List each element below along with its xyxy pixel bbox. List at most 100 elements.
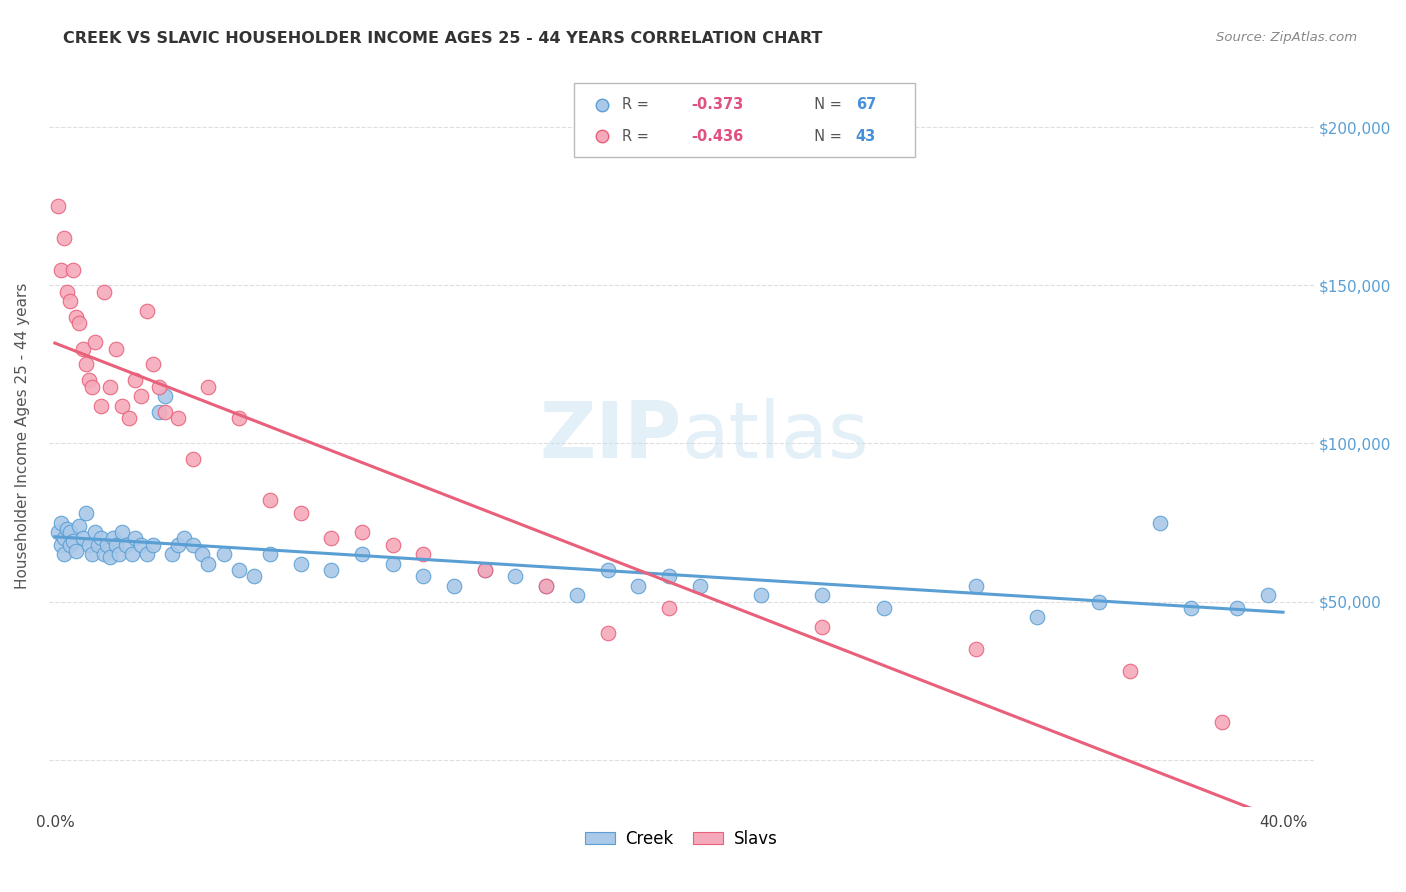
Point [96, 538, 118, 552]
Point [243, 569, 266, 583]
Point [53, 547, 76, 561]
Point [121, 547, 143, 561]
Point [114, 538, 136, 552]
Point [117, 411, 139, 425]
Text: -0.373: -0.373 [692, 97, 744, 112]
Point [259, 493, 281, 508]
Point [148, 379, 170, 393]
Point [111, 399, 134, 413]
Text: N =: N = [806, 128, 846, 144]
Point [105, 342, 128, 356]
Point [155, 389, 177, 403]
Point [290, 506, 312, 520]
Point [111, 524, 134, 539]
Point [49, 516, 72, 530]
Point [596, 626, 619, 640]
Point [59, 538, 82, 552]
Point [65, 310, 87, 324]
Point [69, 518, 91, 533]
Point [160, 547, 183, 561]
Point [350, 547, 373, 561]
Point [321, 563, 343, 577]
Point [142, 358, 165, 372]
Point [98, 379, 121, 393]
Point [129, 538, 152, 552]
Point [83, 524, 105, 539]
Point [197, 557, 219, 571]
Point [62, 534, 84, 549]
Point [72, 531, 94, 545]
Point [124, 373, 146, 387]
Point [103, 531, 125, 545]
Point [596, 563, 619, 577]
Point [658, 569, 681, 583]
Point [290, 557, 312, 571]
Point [142, 538, 165, 552]
Point [46, 199, 69, 213]
Text: 67: 67 [856, 97, 876, 112]
Point [1026, 610, 1049, 624]
Point [181, 452, 204, 467]
Point [658, 600, 681, 615]
Point [505, 569, 527, 583]
Point [381, 557, 404, 571]
Point [62, 262, 84, 277]
Point [90, 399, 112, 413]
Point [59, 524, 82, 539]
Text: Source: ZipAtlas.com: Source: ZipAtlas.com [1216, 31, 1357, 45]
Point [965, 642, 987, 657]
Point [136, 303, 159, 318]
Point [565, 588, 588, 602]
Point [1257, 588, 1279, 602]
Text: CREEK VS SLAVIC HOUSEHOLDER INCOME AGES 25 - 44 YEARS CORRELATION CHART: CREEK VS SLAVIC HOUSEHOLDER INCOME AGES … [63, 31, 823, 46]
Point [75, 358, 97, 372]
Point [191, 547, 214, 561]
Point [811, 588, 834, 602]
Point [98, 550, 121, 565]
Point [412, 547, 434, 561]
Y-axis label: Householder Income Ages 25 - 44 years: Householder Income Ages 25 - 44 years [15, 283, 30, 589]
Point [77, 538, 100, 552]
Point [228, 563, 250, 577]
Point [136, 547, 159, 561]
Point [93, 547, 115, 561]
Point [474, 563, 496, 577]
Point [124, 531, 146, 545]
Point [1149, 516, 1171, 530]
Point [65, 544, 87, 558]
Point [129, 389, 152, 403]
Point [534, 579, 557, 593]
Point [105, 538, 128, 552]
Point [534, 579, 557, 593]
Point [59, 294, 82, 309]
Point [108, 547, 131, 561]
Point [811, 620, 834, 634]
Point [173, 531, 195, 545]
Text: R =: R = [621, 97, 654, 112]
Point [53, 531, 76, 545]
Point [83, 335, 105, 350]
Point [1180, 600, 1202, 615]
Point [965, 579, 987, 593]
Text: -0.436: -0.436 [692, 128, 744, 144]
Point [72, 342, 94, 356]
Point [1088, 594, 1111, 608]
Point [412, 569, 434, 583]
Point [212, 547, 235, 561]
Point [46, 524, 69, 539]
Point [56, 522, 79, 536]
Point [166, 411, 188, 425]
Point [93, 285, 115, 299]
Point [49, 262, 72, 277]
Point [166, 538, 188, 552]
Point [749, 588, 772, 602]
Point [69, 316, 91, 330]
Point [873, 600, 896, 615]
Point [53, 231, 76, 245]
Point [90, 531, 112, 545]
Text: ZIP: ZIP [538, 398, 682, 474]
Point [1118, 664, 1140, 678]
Point [80, 547, 103, 561]
Text: R =: R = [621, 128, 654, 144]
Point [80, 379, 103, 393]
